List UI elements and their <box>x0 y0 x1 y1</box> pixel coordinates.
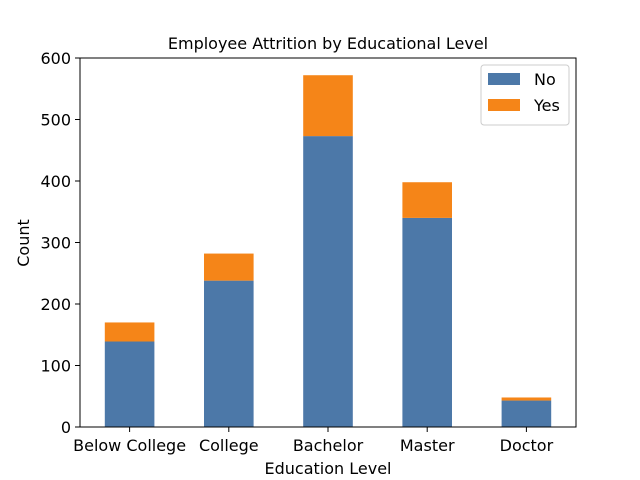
bar-no-master <box>402 217 452 427</box>
x-tick-label: Master <box>400 436 455 455</box>
plot-area: 0 100 200 300 400 500 600 Below College College B… <box>40 49 577 455</box>
bar-no-bachelor <box>303 136 353 428</box>
y-tick-label: 0 <box>61 418 71 437</box>
y-tick-label: 100 <box>40 357 71 376</box>
x-tick-label: College <box>199 436 259 455</box>
bar-no-doctor <box>501 400 552 427</box>
y-tick-label: 600 <box>40 49 71 68</box>
bar-no-below-college <box>104 341 155 427</box>
legend-swatch-no <box>488 73 520 85</box>
x-tick-label: Bachelor <box>293 436 364 455</box>
bar-yes-college <box>204 253 254 281</box>
legend-label-yes: Yes <box>533 96 560 115</box>
x-tick-label: Doctor <box>500 436 554 455</box>
bar-yes-bachelor <box>303 75 353 137</box>
bar-no-college <box>204 280 254 427</box>
x-axis-label: Education Level <box>265 459 392 478</box>
y-tick-label: 500 <box>40 111 71 130</box>
legend: No Yes <box>480 64 570 126</box>
legend-swatch-yes <box>488 99 520 111</box>
y-tick-label: 400 <box>40 172 71 191</box>
chart-title: Employee Attrition by Educational Level <box>168 34 488 53</box>
y-tick-label: 300 <box>40 234 71 253</box>
x-tick-label: Below College <box>73 436 186 455</box>
y-axis-label: Count <box>14 219 33 267</box>
y-tick-label: 200 <box>40 295 71 314</box>
bar-yes-doctor <box>501 397 552 401</box>
bar-yes-master <box>402 182 452 218</box>
bar-yes-below-college <box>104 322 155 342</box>
plot-frame <box>79 57 577 428</box>
legend-label-no: No <box>534 70 556 89</box>
